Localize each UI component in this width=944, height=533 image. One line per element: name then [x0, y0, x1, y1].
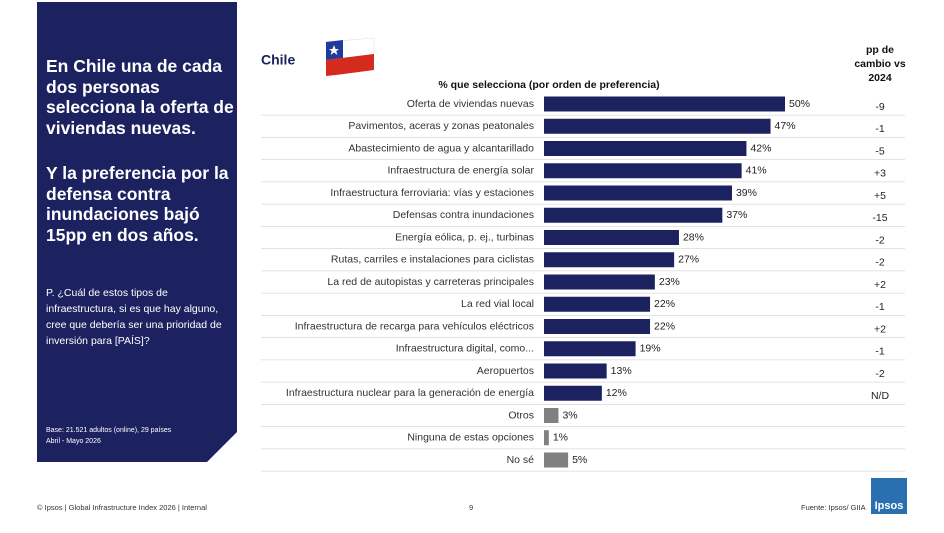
category-label: La red vial local: [461, 298, 534, 310]
base-note: Base: 21.521 adultos (online), 29 países…: [46, 427, 172, 445]
bar: [544, 230, 679, 245]
value-label: 50%: [789, 98, 810, 110]
bar: [544, 296, 651, 312]
value-label: 23%: [659, 276, 680, 288]
change-label: -9: [875, 101, 884, 113]
bar: [544, 185, 732, 201]
value-label: 42%: [750, 142, 771, 154]
category-label: Energía eólica, p. ej., turbinas: [395, 231, 534, 243]
country: Chile: [261, 52, 295, 68]
value-label: 28%: [683, 231, 704, 243]
bar: [544, 163, 742, 179]
headline: Y la preferencia por la defensa contra i…: [46, 163, 229, 245]
change-label: -2: [875, 257, 884, 269]
change-label: +2: [874, 279, 886, 291]
bar: [544, 430, 549, 446]
change-label: -1: [875, 123, 884, 135]
logo: Ipsos: [871, 478, 907, 514]
change-label: +3: [874, 168, 886, 180]
change-label: -2: [875, 368, 884, 380]
value-label: 37%: [726, 209, 747, 221]
category-label: Infraestructura de energía solar: [388, 165, 535, 177]
value-label: 27%: [678, 254, 699, 266]
change-label: N/D: [871, 390, 890, 402]
value-label: 41%: [746, 165, 767, 177]
category-label: Infraestructura digital, como...: [396, 343, 534, 355]
change-label: -15: [872, 212, 887, 224]
bar: [544, 274, 655, 290]
bar: [544, 96, 785, 112]
value-label: 3%: [562, 409, 577, 421]
value-label: 47%: [775, 120, 796, 132]
source: Fuente: Ipsos/ GIIA: [801, 503, 866, 512]
bar: [544, 207, 723, 223]
category-label: La red de autopistas y carreteras princi…: [327, 276, 534, 288]
category-label: Ninguna de estas opciones: [407, 432, 534, 444]
value-label: 12%: [606, 387, 627, 399]
bar: [544, 141, 747, 156]
category-label: Abastecimiento de agua y alcantarillado: [348, 142, 534, 154]
bar: [544, 408, 559, 423]
value-label: 22%: [654, 298, 675, 310]
bar: [544, 341, 636, 357]
category-label: Infraestructura nuclear para la generaci…: [286, 387, 534, 399]
bar: [544, 118, 771, 134]
category-label: Infraestructura de recarga para vehículo…: [295, 320, 534, 332]
change-label: -2: [875, 234, 884, 246]
category-label: Rutas, carriles e instalaciones para cic…: [331, 254, 534, 266]
headline: En Chile una de cada dos personas selecc…: [46, 56, 234, 138]
category-label: Pavimentos, aceras y zonas peatonales: [348, 120, 534, 132]
bar: [544, 252, 675, 268]
subtitle: % que selecciona (por orden de preferenc…: [438, 79, 659, 91]
category-label: Aeropuertos: [477, 365, 534, 377]
change-label: +5: [874, 190, 886, 202]
value-label: 19%: [640, 343, 661, 355]
bar: [544, 363, 607, 379]
change-header: pp de cambio vs 2024: [854, 44, 906, 84]
value-label: 1%: [553, 432, 568, 444]
category-label: Oferta de viviendas nuevas: [407, 98, 534, 110]
value-label: 13%: [611, 365, 632, 377]
value-label: 39%: [736, 187, 757, 199]
bar: [544, 319, 651, 334]
flag: [325, 37, 375, 76]
category-label: Otros: [508, 409, 534, 421]
category-label: No sé: [507, 454, 535, 466]
value-label: 22%: [654, 320, 675, 332]
change-label: -5: [875, 145, 884, 157]
value-label: 5%: [572, 454, 587, 466]
category-label: Defensas contra inundaciones: [393, 209, 534, 221]
category-label: Infraestructura ferroviaria: vías y esta…: [330, 187, 534, 199]
change-label: -1: [875, 346, 884, 358]
footer-left: © Ipsos | Global Infrastructure Index 20…: [37, 503, 207, 512]
question: P. ¿Cuál de estos tipos de infraestructu…: [46, 287, 222, 347]
side-panel: [37, 2, 237, 462]
bar: [544, 385, 602, 401]
change-label: +2: [874, 323, 886, 335]
page-number: 9: [469, 503, 474, 512]
bar: [544, 452, 569, 468]
change-label: -1: [875, 301, 884, 313]
